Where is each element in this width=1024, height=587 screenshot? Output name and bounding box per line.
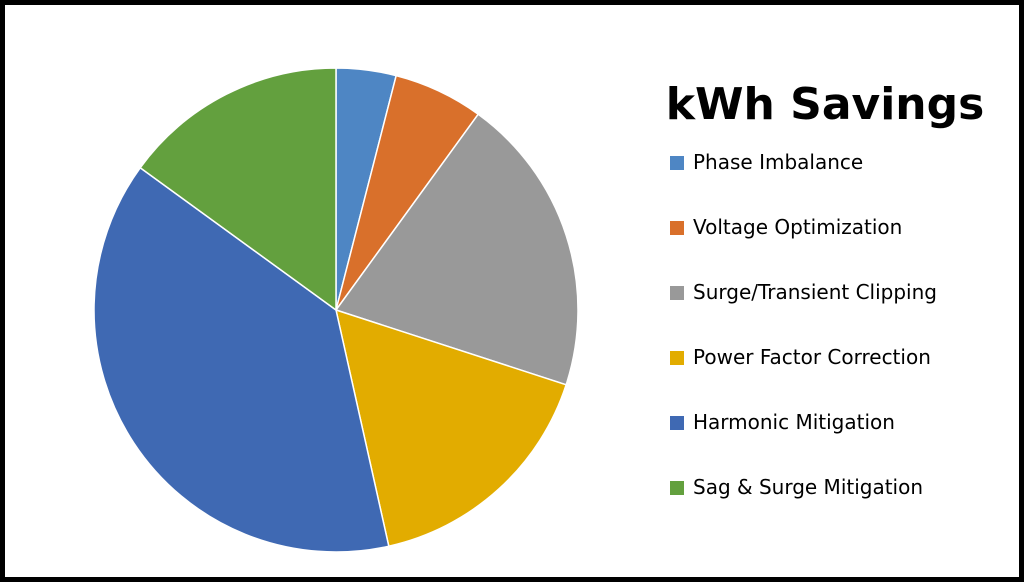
legend-label: Phase Imbalance [693,150,864,174]
legend-item-voltage-optimization: Voltage Optimization [670,210,937,275]
legend-swatch [670,481,684,495]
pie-slice-power-factor-correction [335,309,567,547]
legend-swatch [670,221,684,235]
legend-item-harmonic-mitigation: Harmonic Mitigation [670,405,937,470]
chart-title: kWh Savings [665,79,985,130]
pie-slice-surge-transient-clipping [335,113,579,386]
legend-item-sag-surge-mitigation: Sag & Surge Mitigation [670,470,937,535]
pie-slice-sag-surge-mitigation [139,67,337,311]
legend-label: Voltage Optimization [693,215,903,239]
legend-item-power-factor-correction: Power Factor Correction [670,340,937,405]
legend-swatch [670,416,684,430]
legend-swatch [670,286,684,300]
legend-label: Surge/Transient Clipping [693,280,937,304]
legend-swatch [670,156,684,170]
chart-legend: Phase Imbalance Voltage Optimization Surge… [670,145,937,535]
pie-chart [93,67,579,553]
legend-item-surge-transient-clipping: Surge/Transient Clipping [670,275,937,340]
legend-swatch [670,351,684,365]
pie-slice-harmonic-mitigation [93,167,390,553]
legend-label: Harmonic Mitigation [693,410,895,434]
legend-label: Power Factor Correction [693,345,931,369]
legend-item-phase-imbalance: Phase Imbalance [670,145,937,210]
legend-label: Sag & Surge Mitigation [693,475,924,499]
